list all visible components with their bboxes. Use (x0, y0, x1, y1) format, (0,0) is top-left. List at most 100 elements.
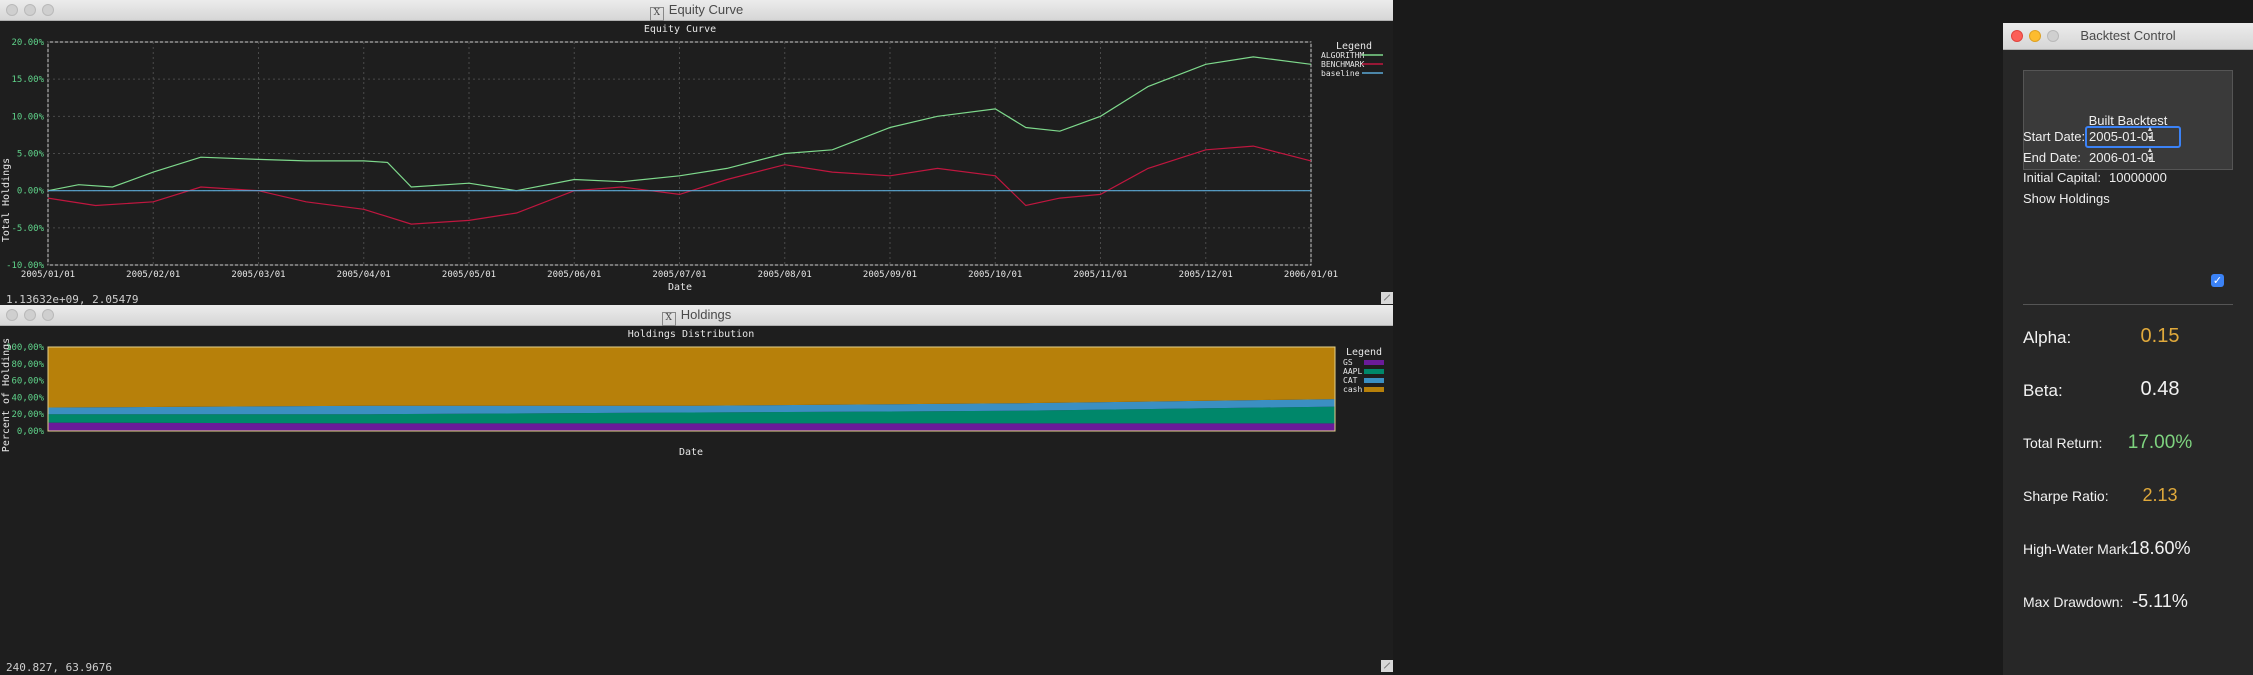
x11-icon: X (661, 312, 676, 326)
cursor-readout: 1.13632e+09, 2.05479 (6, 293, 139, 305)
x-tick-label: 2005/08/01 (758, 270, 812, 280)
y-tick-label: 20,00% (11, 410, 44, 420)
resize-grip-icon[interactable] (1381, 292, 1393, 304)
minimize-window-icon[interactable] (24, 309, 36, 321)
equity-window-titlebar[interactable]: X Equity Curve (0, 0, 1393, 21)
start-date-field[interactable]: 2005-01-01 (2085, 126, 2181, 148)
metric-label: Beta: (2023, 380, 2063, 400)
x-tick-label: 2006/01/01 (1284, 270, 1338, 280)
x-tick-label: 2005/12/01 (1179, 270, 1233, 280)
holdings-chart[interactable]: Holdings Distribution Percent of Holding… (0, 325, 1393, 675)
x-tick-label: 2005/02/01 (126, 270, 180, 280)
area-gs (48, 422, 1335, 431)
build-backtest-button[interactable]: Built Backtest (2023, 70, 2233, 170)
end-date-label: End Date: (2023, 150, 2081, 165)
close-window-icon[interactable] (2011, 30, 2023, 42)
minimize-window-icon[interactable] (24, 4, 36, 16)
chart-title: Holdings Distribution (628, 329, 754, 340)
legend-swatch (1364, 360, 1384, 365)
legend-label: ALGORITHM (1321, 51, 1365, 60)
metric-label: Sharpe Ratio: (2023, 488, 2109, 504)
close-window-icon[interactable] (6, 4, 18, 16)
series-line-benchmark (47, 145, 1312, 225)
start-date-value: 2005-01-01 (2089, 129, 2156, 144)
x-tick-label: 2005/01/01 (21, 270, 75, 280)
area-aapl (48, 406, 1335, 424)
minimize-window-icon[interactable] (2029, 30, 2041, 42)
end-date-stepper[interactable]: ▲ ▼ (2146, 147, 2154, 163)
show-holdings-checkbox[interactable]: ✓ (2211, 274, 2224, 287)
resize-grip-icon[interactable] (1381, 660, 1393, 672)
y-tick-label: -10.00% (6, 261, 45, 271)
divider (2023, 304, 2233, 305)
y-tick-label: 15.00% (11, 75, 44, 85)
equity-curve-window: X Equity Curve Equity Curve Total Holding… (0, 0, 1393, 305)
initial-capital-label: Initial Capital: (2023, 170, 2102, 185)
plot-frame (47, 346, 1336, 432)
equity-chart[interactable]: Equity Curve Total Holdings Date Legend … (0, 20, 1393, 305)
legend-swatch (1364, 387, 1384, 392)
legend-swatch (1364, 378, 1384, 383)
initial-capital-field[interactable]: 10000000 (2109, 170, 2167, 185)
start-date-stepper[interactable]: ▲ ▼ (2146, 126, 2154, 142)
y-tick-label: 10.00% (11, 112, 44, 122)
metric-label: Alpha: (2023, 327, 2072, 347)
series-line-algorithm (47, 56, 1312, 192)
start-date-label: Start Date: (2023, 129, 2086, 144)
backtest-control-window: Backtest Control Built Backtest Start Da… (2003, 23, 2253, 675)
legend-label: cash (1343, 385, 1362, 394)
legend-title: Legend (1336, 41, 1372, 52)
x-tick-label: 2005/03/01 (231, 270, 285, 280)
metric-label: Total Return: (2023, 435, 2103, 451)
legend-swatch (1364, 369, 1384, 374)
y-axis-label: Total Holdings (1, 158, 12, 242)
legend-label: baseline (1321, 69, 1360, 78)
end-date-field[interactable]: 2006-01-01 (2089, 150, 2156, 165)
x-tick-label: 2005/06/01 (547, 270, 601, 280)
metric-value: 2.13 (2142, 485, 2178, 505)
legend-label: CAT (1343, 376, 1358, 385)
y-tick-label: 80,00% (11, 360, 44, 370)
holdings-window: X Holdings Holdings Distribution Percent … (0, 305, 1393, 675)
metric-value: -5.11% (2132, 591, 2188, 611)
area-cat (48, 399, 1335, 415)
area-cash (48, 347, 1335, 408)
zoom-window-icon[interactable] (42, 4, 54, 16)
legend-label: AAPL (1343, 367, 1362, 376)
window-title: Backtest Control (2080, 28, 2176, 43)
zoom-window-icon[interactable] (42, 309, 54, 321)
y-tick-label: 20.00% (11, 38, 44, 48)
y-tick-label: 40,00% (11, 393, 44, 403)
chart-title: Equity Curve (644, 24, 716, 35)
x-axis-label: Date (679, 447, 703, 458)
metric-value: 0.15 (2140, 325, 2180, 347)
x-tick-label: 2005/07/01 (652, 270, 706, 280)
cursor-readout: 240.827, 63.9676 (6, 661, 112, 674)
y-tick-label: 0,00% (17, 427, 45, 437)
control-window-titlebar[interactable]: Backtest Control (2003, 23, 2253, 50)
metric-value: 18.60% (2129, 538, 2191, 558)
metric-label: High-Water Mark: (2023, 541, 2133, 557)
y-axis-label: Percent of Holdings (1, 338, 12, 452)
metric-label: Max Drawdown: (2023, 594, 2124, 610)
show-holdings-label: Show Holdings (2023, 191, 2110, 206)
legend-label: BENCHMARK (1321, 60, 1365, 69)
x-tick-label: 2005/04/01 (337, 270, 391, 280)
zoom-window-icon[interactable] (2047, 30, 2059, 42)
x11-icon: X (649, 7, 664, 21)
holdings-window-titlebar[interactable]: X Holdings (0, 305, 1393, 326)
y-tick-label: 5.00% (17, 150, 45, 160)
window-title: Holdings (680, 307, 732, 322)
metric-value: 17.00% (2127, 431, 2193, 453)
x-tick-label: 2005/09/01 (863, 270, 917, 280)
close-window-icon[interactable] (6, 309, 18, 321)
y-tick-label: -5.00% (11, 224, 44, 234)
x-tick-label: 2005/10/01 (968, 270, 1022, 280)
y-tick-label: 60,00% (11, 377, 44, 387)
metric-value: 0.48 (2140, 378, 2180, 400)
x-tick-label: 2005/05/01 (442, 270, 496, 280)
y-tick-label: 0.00% (17, 187, 45, 197)
legend-label: GS (1343, 358, 1353, 367)
x-axis-label: Date (668, 282, 692, 293)
window-title: Equity Curve (668, 2, 744, 17)
